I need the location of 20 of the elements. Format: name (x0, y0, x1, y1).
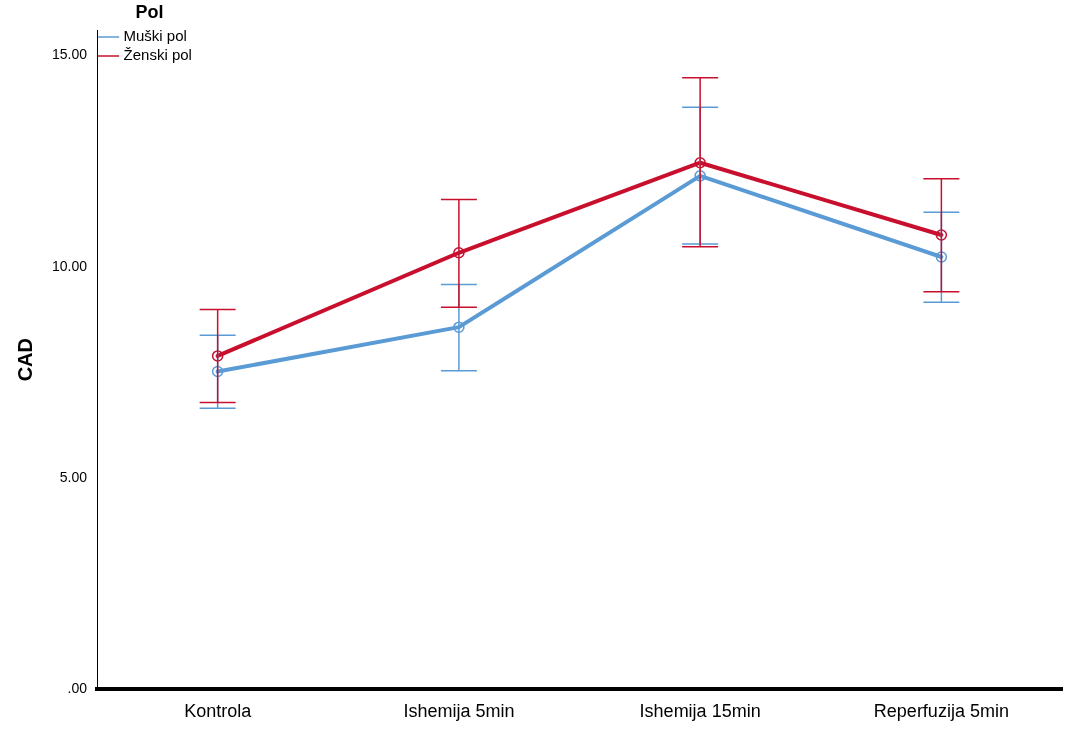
point (453, 321, 465, 333)
y-tick-label: .00 (67, 680, 88, 697)
legend-title: Pol (135, 1, 164, 22)
point (935, 251, 948, 263)
y-tick-label: 10.00 (51, 257, 88, 274)
point (211, 365, 224, 378)
y-axis-title: CAD (13, 338, 36, 382)
legend-label: Ženski pol (123, 46, 192, 64)
point (694, 156, 706, 169)
y-tick-label: 15.00 (51, 46, 88, 63)
x-tick-label: Reperfuzija 5min (873, 701, 1009, 722)
y-tick-label: 5.00 (59, 468, 88, 485)
x-tick-label: Ishemija 5min (403, 701, 515, 722)
x-tick-label: Ishemija 15min (639, 701, 761, 722)
point (211, 350, 224, 362)
x-tick-label: Kontrola (184, 701, 253, 722)
point (453, 247, 465, 259)
point (935, 229, 948, 241)
legend-label: Muški pol (123, 27, 187, 45)
point (694, 170, 706, 182)
